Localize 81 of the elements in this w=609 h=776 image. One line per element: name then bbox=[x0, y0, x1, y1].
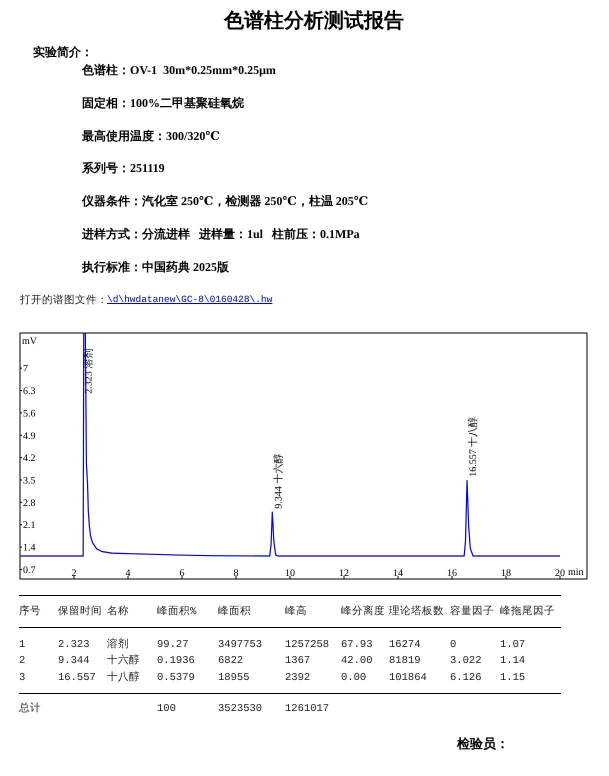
y-tick-label: 4.9 bbox=[23, 430, 36, 442]
y-tick-label: 2.8 bbox=[23, 498, 36, 509]
y-tick-label: 5.6 bbox=[23, 408, 36, 420]
text: 16274 bbox=[389, 638, 421, 652]
text: 峰面积% bbox=[157, 606, 196, 619]
text: 18955 bbox=[218, 672, 250, 684]
y-tick-label: 1.4 bbox=[23, 542, 36, 554]
y-tick-label: 6.3 bbox=[23, 386, 36, 398]
text: 6.126 bbox=[450, 672, 482, 684]
text: 打开的谱图文件： bbox=[20, 294, 108, 306]
annotation: 2.323 溶剂 bbox=[82, 348, 95, 394]
text: 2.323 bbox=[58, 638, 90, 652]
text: 3523530 bbox=[218, 703, 262, 716]
y-tick-label: 7 bbox=[23, 364, 28, 375]
text: 色谱柱：OV-1 30m*0.25mm*0.25μm bbox=[82, 63, 276, 78]
text: 总计 bbox=[19, 703, 41, 716]
text: \d\hwdatanew\GC-8\0160428\.hw bbox=[107, 294, 272, 306]
text: 3 bbox=[19, 672, 26, 684]
text: 仪器条件：汽化室 250℃，检测器 250℃，柱温 205℃ bbox=[82, 194, 368, 208]
text: 系列号：251119 bbox=[82, 161, 165, 176]
x-tick-label: 6 bbox=[180, 568, 184, 579]
text: 42.00 bbox=[341, 654, 373, 668]
text: 1.14 bbox=[500, 654, 526, 668]
text: 容量因子 bbox=[450, 606, 494, 619]
text: 检验员： bbox=[457, 736, 509, 752]
text: 名称 bbox=[107, 606, 129, 619]
text: 理论塔板数 bbox=[389, 606, 444, 619]
text: 十六醇 bbox=[107, 654, 140, 668]
y-tick-label: 4.2 bbox=[23, 453, 36, 464]
y-tick-label: 2.1 bbox=[23, 520, 36, 532]
x-tick-label: 14 bbox=[393, 568, 403, 579]
text: 1.07 bbox=[500, 638, 526, 652]
text: 峰高 bbox=[285, 606, 307, 619]
text: 100 bbox=[157, 703, 176, 716]
text: 0.00 bbox=[341, 672, 366, 684]
text: 1 bbox=[19, 638, 26, 652]
text: 99.27 bbox=[157, 638, 189, 652]
text: 0.5379 bbox=[157, 672, 195, 684]
x-axis-title: min bbox=[568, 567, 584, 579]
text: 9.344 bbox=[58, 654, 90, 668]
x-tick-label: 12 bbox=[339, 568, 349, 579]
text: 1257258 bbox=[285, 638, 330, 652]
text: 峰面积 bbox=[218, 606, 251, 619]
text: 保留时间 bbox=[58, 606, 102, 619]
text: 峰分离度 bbox=[341, 606, 385, 619]
text: 序号 bbox=[19, 606, 41, 619]
text: 峰拖尾因子 bbox=[500, 606, 555, 619]
text: 1261017 bbox=[285, 703, 330, 716]
text: 1.15 bbox=[500, 672, 526, 684]
text: 1367 bbox=[285, 654, 310, 668]
text: 2392 bbox=[285, 672, 310, 684]
x-tick-label: 18 bbox=[501, 568, 511, 579]
text: 2 bbox=[19, 654, 26, 668]
x-tick-label: 16 bbox=[447, 568, 457, 579]
annotation: 9.344 十六醇 bbox=[272, 454, 284, 509]
text: 执行标准：中国药典 2025版 bbox=[82, 260, 229, 274]
text: 实验简介： bbox=[33, 45, 93, 60]
text: 6822 bbox=[218, 654, 244, 668]
y-tick-label: 3.5 bbox=[23, 476, 36, 487]
text: 16.557 bbox=[58, 672, 96, 684]
chart-title: 色谱柱分析测试报告 bbox=[224, 8, 404, 32]
y-axis-title: mV bbox=[22, 336, 37, 348]
text: 101864 bbox=[389, 672, 427, 684]
x-tick-label: 8 bbox=[234, 568, 238, 579]
x-tick-label: 20 bbox=[555, 568, 565, 579]
x-tick-label: 2 bbox=[72, 568, 76, 579]
text: 3497753 bbox=[218, 638, 262, 652]
y-tick-label: 0.7 bbox=[23, 564, 36, 576]
x-tick-label: 10 bbox=[285, 568, 295, 579]
text: 溶剂 bbox=[107, 638, 129, 652]
text: 最高使用温度：300/320℃ bbox=[82, 128, 220, 144]
text: 十八醇 bbox=[107, 672, 140, 684]
text: 67.93 bbox=[341, 638, 373, 652]
text: 固定相：100%二甲基聚硅氧烷 bbox=[82, 96, 244, 110]
annotation: 16.557 十八醇 bbox=[467, 416, 480, 477]
text: 0.1936 bbox=[157, 654, 195, 668]
text: 81819 bbox=[389, 654, 421, 668]
text: 进样方式：分流进样 进样量：1ul 柱前压：0.1MPa bbox=[82, 227, 360, 242]
x-tick-label: 4 bbox=[126, 568, 130, 579]
text: 3.022 bbox=[450, 654, 482, 668]
text: 0 bbox=[450, 638, 456, 652]
